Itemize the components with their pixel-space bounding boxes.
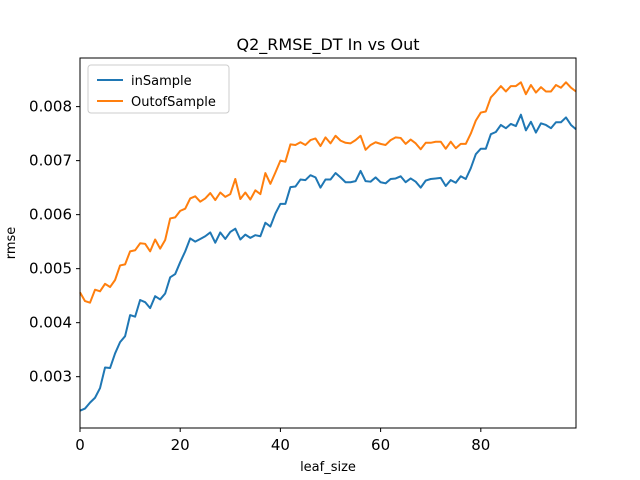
y-axis: 0.003 0.004 0.005 0.006 0.007 0.008: [29, 98, 80, 386]
y-tick-label: 0.007: [29, 152, 72, 170]
y-tick-label: 0.005: [29, 260, 72, 278]
x-tick-label: 80: [471, 436, 490, 454]
y-tick-label: 0.004: [29, 314, 72, 332]
x-tick-label: 0: [75, 436, 85, 454]
x-tick-label: 60: [371, 436, 390, 454]
legend-box: [87, 64, 230, 114]
x-tick-label: 40: [271, 436, 290, 454]
chart-title: Q2_RMSE_DT In vs Out: [237, 35, 420, 55]
legend: inSample OutofSample: [87, 64, 230, 114]
legend-label-insample: inSample: [131, 74, 192, 89]
legend-label-outofsample: OutofSample: [131, 95, 216, 110]
x-tick-label: 20: [171, 436, 190, 454]
series-line-insample: [79, 113, 577, 412]
y-axis-label: rmse: [4, 227, 19, 260]
x-axis: 0 20 40 60 80: [75, 428, 490, 454]
y-tick-label: 0.003: [29, 368, 72, 386]
y-tick-label: 0.006: [29, 206, 72, 224]
y-tick-label: 0.008: [29, 98, 72, 116]
series-layer: [79, 81, 577, 412]
axes-frame: [79, 57, 577, 429]
x-axis-label: leaf_size: [300, 460, 356, 475]
series-line-outofsample: [79, 81, 577, 304]
